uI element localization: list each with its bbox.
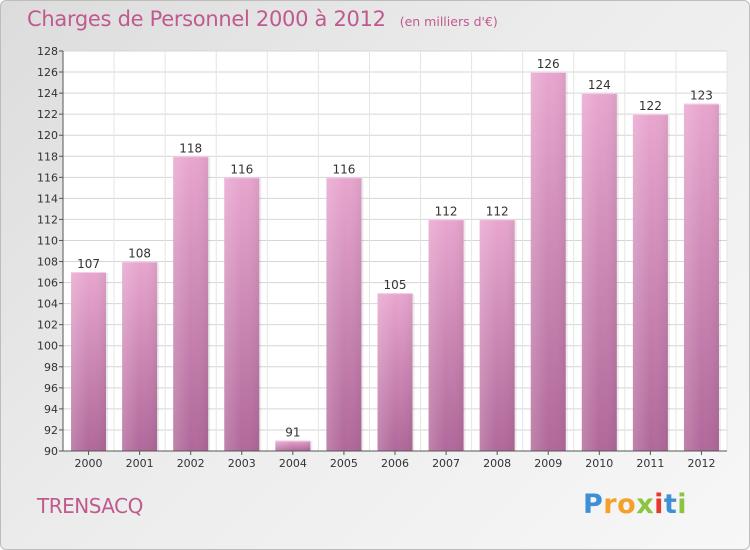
- y-tick-label: 96: [44, 382, 58, 395]
- logo-letter: o: [617, 489, 637, 520]
- bar-value-label: 108: [128, 247, 151, 261]
- chart-subtitle: (en milliers d'€): [399, 14, 498, 29]
- bar-sheen: [428, 219, 464, 451]
- logo-letter: P: [583, 489, 604, 520]
- y-tick-label: 126: [37, 66, 58, 79]
- commune-name: TRENSACQ: [37, 494, 143, 518]
- x-tick-label: 2004: [279, 457, 307, 470]
- y-tick-label: 94: [44, 403, 58, 416]
- y-tick-label: 116: [37, 171, 58, 184]
- bar-value-label: 112: [435, 204, 458, 218]
- bar-sheen: [173, 156, 209, 451]
- bar-value-label: 123: [690, 89, 713, 103]
- bar-sheen: [122, 261, 158, 451]
- y-tick-label: 122: [37, 108, 58, 121]
- x-tick-label: 2001: [126, 457, 154, 470]
- y-tick-label: 114: [37, 192, 58, 205]
- x-tick-label: 2002: [177, 457, 205, 470]
- x-tick-label: 2000: [75, 457, 103, 470]
- bars: 107 108 118 116 91 116 105 112 112 126 124 122 123: [71, 57, 721, 452]
- bar-value-label: 107: [77, 257, 100, 271]
- bar-value-label: 116: [332, 162, 355, 176]
- bar-sheen: [581, 93, 617, 452]
- y-tick-label: 98: [44, 361, 58, 374]
- bar-value-label: 105: [384, 278, 407, 292]
- x-tick-label: 2011: [636, 457, 664, 470]
- bar-sheen: [377, 293, 413, 451]
- bar-sheen: [530, 72, 566, 451]
- bar-value-label: 124: [588, 78, 611, 92]
- y-tick-label: 100: [37, 340, 58, 353]
- bar-value-label: 122: [639, 99, 662, 113]
- logo-letter: i: [677, 489, 688, 520]
- y-tick-label: 110: [37, 234, 58, 247]
- y-tick-label: 90: [44, 445, 58, 458]
- x-tick-label: 2003: [228, 457, 256, 470]
- y-tick-label: 112: [37, 213, 58, 226]
- x-tick-label: 2007: [432, 457, 460, 470]
- chart-title-text: Charges de Personnel 2000 à 2012: [27, 7, 386, 31]
- bar-value-label: 91: [285, 425, 300, 439]
- y-tick-label: 108: [37, 256, 58, 269]
- bar-value-label: 112: [486, 204, 509, 218]
- chart-title: Charges de Personnel 2000 à 2012 (en mill…: [27, 7, 498, 31]
- bar-sheen: [224, 177, 260, 451]
- x-tick-label: 2009: [534, 457, 562, 470]
- x-tick-label: 2012: [687, 457, 715, 470]
- x-tick-label: 2006: [381, 457, 409, 470]
- bar-sheen: [326, 177, 362, 451]
- bar-sheen: [632, 114, 668, 451]
- bar-value-label: 118: [179, 141, 202, 155]
- y-tick-label: 106: [37, 277, 58, 290]
- y-tick-label: 104: [37, 298, 58, 311]
- proxiti-logo: Proxiti: [583, 489, 687, 520]
- bar-value-label: 116: [230, 162, 253, 176]
- x-tick-label: 2010: [585, 457, 613, 470]
- x-tick-label: 2005: [330, 457, 358, 470]
- x-tick-label: 2008: [483, 457, 511, 470]
- y-tick-label: 128: [37, 45, 58, 58]
- y-tick-label: 124: [37, 87, 58, 100]
- logo-letter: i: [654, 489, 664, 520]
- logo-letter: t: [663, 489, 678, 520]
- bar-sheen: [71, 272, 107, 451]
- logo-letter: r: [603, 489, 618, 520]
- bar-sheen: [683, 103, 719, 451]
- axes: 90 92 94 96 98 100 102 104 106 108 110 112 114 116 118…: [37, 45, 727, 470]
- y-tick-label: 118: [37, 150, 58, 163]
- y-tick-label: 120: [37, 129, 58, 142]
- y-tick-label: 102: [37, 319, 58, 332]
- bar-value-label: 126: [537, 57, 560, 71]
- bar-sheen: [479, 219, 515, 451]
- y-tick-label: 92: [44, 424, 58, 437]
- logo-letter: x: [636, 489, 655, 520]
- bar-sheen: [275, 440, 311, 451]
